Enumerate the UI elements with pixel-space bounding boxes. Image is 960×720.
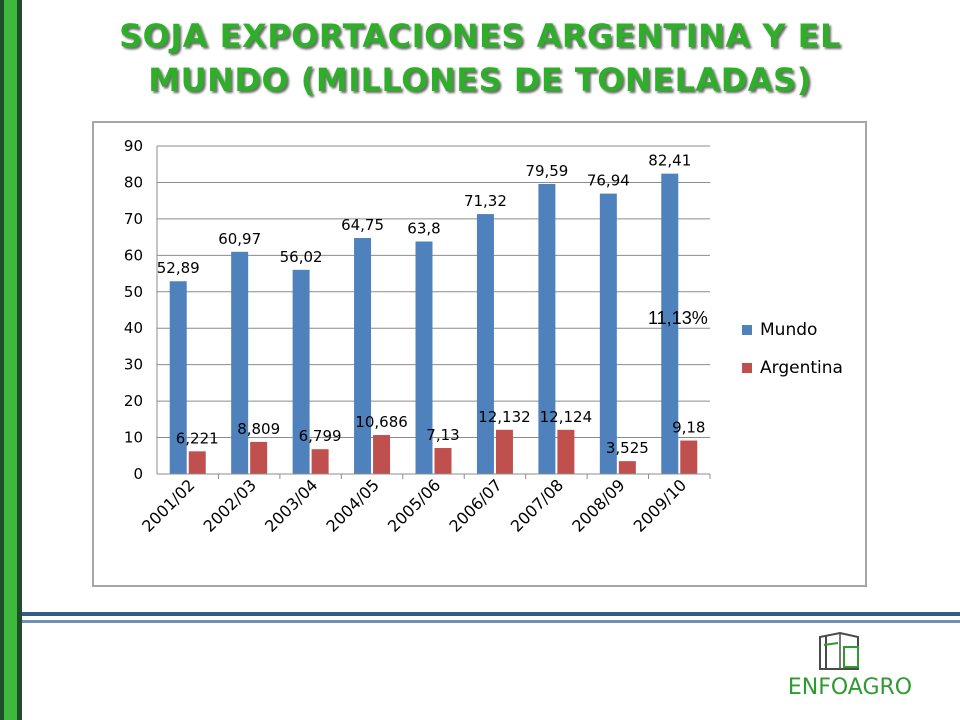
slide-title-line1: SOJA EXPORTACIONES ARGENTINA Y EL (119, 17, 841, 55)
data-label-argentina: 12,124 (540, 408, 593, 426)
y-tick-label: 80 (124, 173, 143, 191)
data-label-mundo: 76,94 (587, 172, 630, 190)
bar-argentina (680, 440, 698, 474)
x-category-label: 2005/06 (384, 475, 444, 535)
x-category-label: 2004/05 (322, 475, 382, 535)
x-category-label: 2003/04 (261, 475, 321, 535)
bar-argentina (434, 448, 452, 474)
bar-mundo (661, 173, 679, 475)
data-label-mundo: 60,97 (218, 230, 261, 248)
x-category-label: 2008/09 (568, 475, 628, 535)
bar-mundo (231, 251, 249, 474)
data-label-mundo: 64,75 (341, 216, 384, 234)
logo-text: ENFOAGRO (787, 675, 913, 700)
left-accent-bar-inner (4, 0, 17, 720)
data-label-argentina: 3,525 (606, 439, 649, 457)
data-label-mundo: 82,41 (648, 152, 691, 170)
data-label-argentina: 12,132 (478, 408, 531, 426)
bar-argentina (557, 429, 575, 474)
data-label-argentina: 9,18 (672, 419, 705, 437)
silo-icon (819, 631, 859, 670)
bar-mundo (415, 241, 433, 474)
data-label-mundo: 63,8 (407, 219, 440, 237)
bar-mundo (538, 183, 556, 474)
x-category-label: 2001/02 (138, 475, 198, 535)
x-category-label: 2009/10 (630, 475, 690, 535)
bar-argentina (495, 429, 513, 474)
footer-divider-secondary (22, 620, 960, 623)
footer-divider (22, 612, 960, 616)
bar-mundo (169, 281, 187, 474)
bar-mundo (476, 214, 494, 474)
bar-mundo (354, 238, 372, 474)
legend-swatch-argentina (742, 363, 752, 373)
data-label-mundo: 52,89 (157, 259, 200, 277)
y-tick-label: 30 (124, 356, 143, 374)
data-label-mundo: 79,59 (525, 162, 568, 180)
y-tick-label: 60 (124, 246, 143, 264)
data-label-mundo: 56,02 (280, 248, 323, 266)
bar-argentina (250, 441, 268, 474)
enfoagro-logo: ENFOAGRO (770, 625, 930, 705)
y-tick-label: 0 (133, 465, 143, 483)
bar-argentina (311, 449, 329, 474)
y-tick-label: 50 (124, 283, 143, 301)
x-category-label: 2006/07 (445, 475, 505, 535)
x-category-label: 2007/08 (507, 475, 567, 535)
y-tick-label: 90 (124, 137, 143, 155)
bar-chart: 0 10 20 30 40 50 60 70 80 90 52,89 6,221 2001/02 60,9… (124, 137, 843, 536)
bar-mundo (292, 269, 310, 474)
data-label-argentina: 6,221 (176, 429, 219, 447)
y-tick-label: 40 (124, 319, 143, 337)
legend-label-argentina: Argentina (760, 358, 843, 378)
legend-swatch-mundo (742, 325, 752, 335)
data-label-argentina: 10,686 (355, 413, 408, 431)
data-label-argentina: 6,799 (299, 427, 342, 445)
data-label-mundo: 71,32 (464, 192, 507, 210)
data-label-argentina: 8,809 (237, 420, 280, 438)
bar-mundo (599, 193, 617, 474)
percentage-annotation: 11,13% (648, 308, 708, 328)
slide-title-line2: MUNDO (MILLONES DE TONELADAS) (148, 61, 812, 99)
y-tick-label: 20 (124, 392, 143, 410)
data-label-argentina: 7,13 (426, 426, 459, 444)
bar-argentina (618, 461, 636, 474)
bar-argentina (188, 451, 206, 474)
slide-title: SOJA EXPORTACIONES ARGENTINA Y EL MUNDO … (40, 14, 920, 102)
y-tick-label: 70 (124, 210, 143, 228)
bar-argentina (373, 435, 391, 474)
x-category-label: 2002/03 (200, 475, 260, 535)
y-tick-label: 10 (124, 429, 143, 447)
legend-label-mundo: Mundo (760, 320, 817, 340)
